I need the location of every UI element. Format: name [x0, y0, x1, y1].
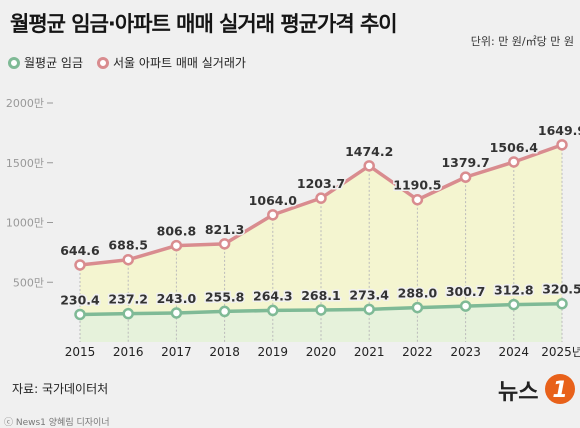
legend-item-apartment: 서울 아파트 매매 실거래가 [97, 54, 246, 71]
wage-point [411, 301, 424, 314]
x-tick-label: 2023 [450, 345, 481, 359]
apartment-point [170, 239, 183, 252]
apartment-data-label: 1379.7 [441, 155, 489, 170]
apartment-point [74, 259, 86, 271]
apartment-point [122, 253, 134, 266]
wage-point [267, 304, 279, 317]
x-tick-label: 2022 [402, 345, 433, 359]
x-tick-label: 2018 [209, 345, 240, 359]
chart-title: 월평균 임금·아파트 매매 실거래 평균가격 추이 [10, 12, 398, 36]
apartment-data-label: 1064.0 [249, 193, 298, 208]
apartment-point [556, 139, 568, 151]
copyright-note: ⓒ News1 양혜림 디자이너 [4, 418, 110, 428]
wage-point [315, 304, 327, 316]
wage-data-label: 273.4 [349, 287, 389, 302]
x-tick-label: 2016 [113, 345, 144, 359]
apartment-data-label: 1203.7 [297, 176, 345, 191]
wage-data-label: 255.8 [205, 289, 245, 304]
apartment-data-label: 1190.5 [393, 178, 441, 193]
legend-label-wage: 월평균 임금 [24, 56, 84, 70]
apartment-point [315, 192, 327, 204]
wage-data-label: 264.3 [253, 288, 293, 303]
legend-label-apartment: 서울 아파트 매매 실거래가 [113, 56, 246, 70]
unit-label: 단위: 만 원/㎡당 만 원 [470, 35, 574, 48]
y-tick-label: 500만 [13, 276, 44, 289]
apartment-data-label: 1474.2 [345, 144, 393, 159]
apartment-data-label: 688.5 [108, 238, 148, 253]
y-tick-label: 2000만 [6, 97, 44, 110]
legend-marker-apartment [97, 56, 110, 69]
x-tick-label: 2019 [258, 345, 289, 359]
legend: 월평균 임금 서울 아파트 매매 실거래가 [8, 54, 246, 71]
area-apartment [80, 144, 562, 315]
source-note: 자료: 국가데이터처 [12, 382, 109, 396]
svg-text:1: 1 [552, 378, 567, 403]
x-tick-label: 2024 [499, 345, 530, 359]
wage-point [170, 307, 183, 319]
wage-data-label: 237.2 [108, 292, 148, 307]
line-chart: 500만 1000만 1500만 2000만 2015 2016 2017 2018 2019 2… [6, 97, 580, 359]
apartment-data-label: 644.6 [60, 243, 100, 258]
wage-point [459, 300, 472, 312]
x-tick-label: 2021 [354, 345, 385, 359]
wage-point [74, 308, 86, 321]
apartment-data-label: 806.8 [157, 224, 197, 239]
wage-point [508, 298, 520, 311]
apartment-point [267, 209, 279, 221]
apartment-point [508, 156, 520, 168]
y-tick-label: 1000만 [6, 217, 44, 230]
wage-point [363, 303, 375, 316]
wage-data-label: 243.0 [157, 291, 197, 306]
wage-data-label: 230.4 [60, 292, 100, 307]
legend-marker-wage [8, 56, 20, 69]
apartment-point [218, 238, 231, 250]
apartment-data-label: 1649.9 [538, 123, 580, 138]
apartment-point [363, 160, 375, 172]
wage-data-label: 320.5 [542, 282, 580, 297]
wage-data-label: 312.8 [494, 283, 534, 298]
wage-point [122, 307, 134, 320]
apartment-data-label: 821.3 [205, 222, 245, 237]
apartment-point [459, 171, 472, 183]
apartment-point [411, 193, 424, 206]
wage-point [556, 297, 568, 310]
wage-data-label: 288.0 [398, 286, 438, 301]
legend-item-wage: 월평균 임금 [8, 54, 83, 71]
x-tick-label: 2017 [161, 345, 192, 359]
wage-data-label: 300.7 [446, 284, 486, 299]
x-tick-label: 2020 [306, 345, 337, 359]
x-tick-label: 2025년 [541, 345, 580, 359]
y-tick-label: 1500만 [6, 157, 44, 170]
wage-data-label: 268.1 [301, 288, 341, 303]
news1-logo: 뉴스 1 [498, 374, 575, 405]
wage-point [218, 305, 231, 318]
svg-text:뉴스: 뉴스 [498, 380, 538, 405]
x-tick-label: 2015 [65, 345, 96, 359]
apartment-data-label: 1506.4 [490, 140, 539, 155]
